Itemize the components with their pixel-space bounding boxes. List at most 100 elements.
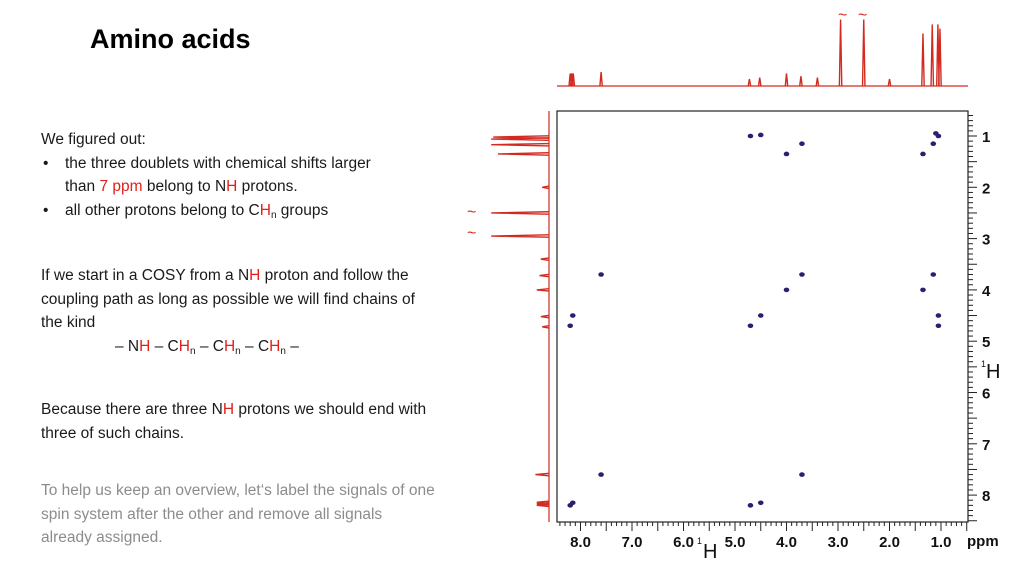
cross-peak (598, 472, 604, 477)
bullet-item-ch: • all other protons belong to CHn groups (41, 199, 371, 223)
subscript-n: n (235, 345, 241, 357)
y-tick-label: 6 (982, 386, 990, 403)
cross-peak (747, 323, 754, 329)
findings-block: We figured out: • the three doublets wit… (41, 128, 371, 222)
cross-peak (757, 132, 764, 138)
text-span: proton and follow the (260, 267, 409, 284)
text-line: three of such chains. (41, 424, 185, 442)
truncated-peak-mark: ~ (467, 204, 476, 221)
top-spectrum-peak (784, 73, 789, 87)
top-spectrum-peak (799, 76, 803, 87)
x-tick-label: 8.0 (570, 534, 591, 551)
left-spectrum-peak (540, 257, 550, 262)
cross-peak (598, 272, 604, 277)
cross-peak (920, 151, 926, 157)
chain-formula: – NH – CHn – CHn – CHn – (41, 335, 415, 359)
bullet-dot: • (43, 154, 49, 172)
x-tick-label: 2.0 (879, 534, 900, 551)
x-axis-label: H (703, 541, 717, 563)
highlight-h: H (139, 337, 151, 355)
cross-peak (757, 500, 764, 506)
highlight-h: H (259, 201, 271, 219)
cross-peak (569, 313, 576, 318)
left-spectrum-peak (536, 288, 550, 292)
bullet-text: all other protons belong to C (65, 201, 260, 219)
top-spectrum-peak (938, 28, 942, 87)
bullet-text: protons. (237, 178, 298, 195)
left-spectrum-peak (539, 273, 550, 278)
text-line: spin system after the other and remove a… (41, 505, 383, 523)
left-spectrum-peak (535, 472, 550, 477)
text-span: protons we should end with (234, 401, 427, 418)
top-spectrum-peak (861, 19, 866, 87)
left-spectrum-peak (491, 211, 550, 215)
highlight-h: H (226, 178, 238, 195)
text-span: – C (195, 337, 224, 355)
text-span: – (285, 337, 299, 355)
y-tick-label: 5 (982, 334, 990, 351)
cross-peak (933, 131, 939, 136)
bullet-item-nh: • the three doublets with chemical shift… (41, 152, 371, 199)
left-spectrum-peak (542, 324, 550, 329)
left-spectrum-peak (497, 152, 550, 156)
x-tick-label: 4.0 (776, 534, 797, 551)
top-1d-spectrum (557, 19, 968, 87)
cross-peak (799, 141, 805, 146)
left-spectrum-peak (491, 142, 550, 147)
cross-peak (920, 287, 926, 293)
cross-peak (747, 503, 754, 508)
x-axis: 8.0 7.0 6.0 5.0 4.0 3.0 2.0 1.0 (559, 522, 968, 551)
text-line: To help us keep an overview, let‘s label… (41, 482, 435, 499)
left-spectrum-peak (542, 185, 550, 190)
highlight-h: H (222, 401, 235, 418)
cross-peak (747, 133, 754, 139)
bullet-text: the three doublets with chemical shifts … (65, 154, 371, 172)
bullet-dot: • (43, 201, 49, 219)
x-tick-label: 3.0 (828, 534, 849, 551)
y-tick-label: 8 (982, 488, 990, 505)
cross-peaks (567, 131, 942, 508)
x-tick-label: 5.0 (725, 534, 746, 551)
subscript-n: n (270, 209, 277, 221)
text-span: If we start in a COSY from a N (41, 267, 250, 284)
text-span: – C (150, 337, 179, 355)
truncated-peak-mark: ~ (858, 7, 867, 24)
y-tick-label: 2 (982, 180, 990, 197)
cross-peak (799, 272, 805, 277)
page-title: Amino acids (90, 24, 251, 54)
left-spectrum-peak (491, 234, 550, 238)
cross-peak (567, 323, 573, 329)
top-spectrum-peak (921, 33, 925, 87)
top-spectrum-peak (815, 77, 820, 87)
y-axis-label-sup: 1 (981, 359, 986, 369)
findings-heading: We figured out: (41, 131, 146, 148)
cross-peak (935, 323, 942, 329)
top-spectrum-peak (930, 24, 935, 87)
subscript-n: n (280, 345, 286, 357)
spectrum-frame (556, 110, 969, 523)
left-spectrum-peak (493, 135, 550, 139)
highlight-h: H (249, 267, 261, 284)
text-span: – N (115, 337, 140, 355)
truncated-peak-mark: ~ (467, 225, 476, 242)
text-line: coupling path as long as possible we wil… (41, 290, 415, 308)
x-tick-label: 7.0 (622, 534, 643, 551)
text-line: the kind (41, 314, 96, 331)
cross-peak (935, 313, 942, 318)
top-spectrum-peak (599, 71, 603, 87)
y-axis-label: H (986, 361, 1000, 383)
text-span: – C (240, 337, 270, 355)
cross-peak (930, 272, 937, 277)
left-spectrum-peak (540, 314, 550, 319)
left-1d-spectrum (491, 111, 550, 522)
x-tick-label: 6.0 (673, 534, 694, 551)
text-line: If we start in a COSY from a NH proton a… (41, 264, 415, 288)
x-unit-label: ppm (967, 533, 999, 550)
cosy-block: If we start in a COSY from a NH proton a… (41, 264, 415, 358)
text-line: Because there are three NH protons we sh… (41, 398, 426, 422)
top-spectrum-peak (747, 78, 752, 87)
cross-peak (783, 287, 790, 293)
highlight-h: H (223, 337, 236, 355)
y-tick-label: 4 (982, 283, 991, 300)
